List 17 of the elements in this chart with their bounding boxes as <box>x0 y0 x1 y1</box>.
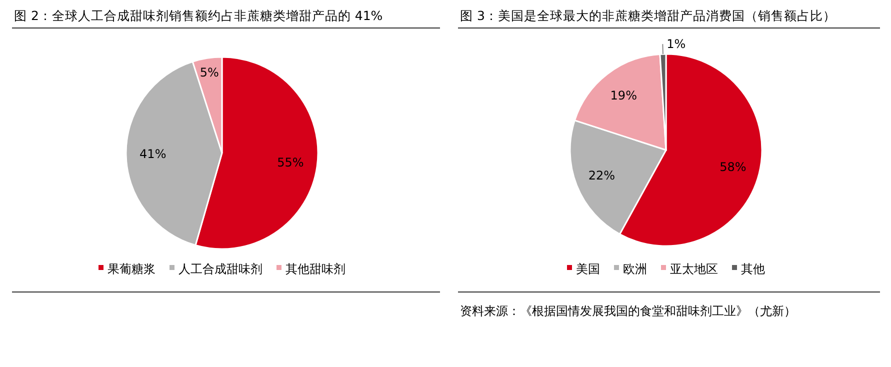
data-label: 55% <box>277 156 304 170</box>
legend-label: 美国 <box>576 262 600 276</box>
data-label: 58% <box>720 160 746 174</box>
legend-label: 亚太地区 <box>670 262 718 276</box>
legend-label: 其他 <box>741 262 765 276</box>
data-label: 1% <box>666 37 686 52</box>
legend-label: 果葡糖浆 <box>108 262 156 276</box>
data-label: 41% <box>140 147 166 162</box>
data-label: 5% <box>200 65 219 80</box>
legend-label: 欧洲 <box>623 262 647 276</box>
chart-title: 图 2：全球人工合成甜味剂销售额约占非蔗糖类增甜产品的 41% <box>14 8 383 23</box>
data-label: 22% <box>588 168 616 182</box>
data-label: 19% <box>610 88 637 102</box>
text: 资料来源：《根据国情发展我国的食堂和甜味剂工业》（尤新） <box>460 304 796 318</box>
legend-label: 其他甜味剂 <box>286 262 346 276</box>
legend-label: 人工合成甜味剂 <box>178 262 262 276</box>
chart-title: 图 3：美国是全球最大的非蔗糖类增甜产品消费国（销售额占比） <box>460 8 836 23</box>
